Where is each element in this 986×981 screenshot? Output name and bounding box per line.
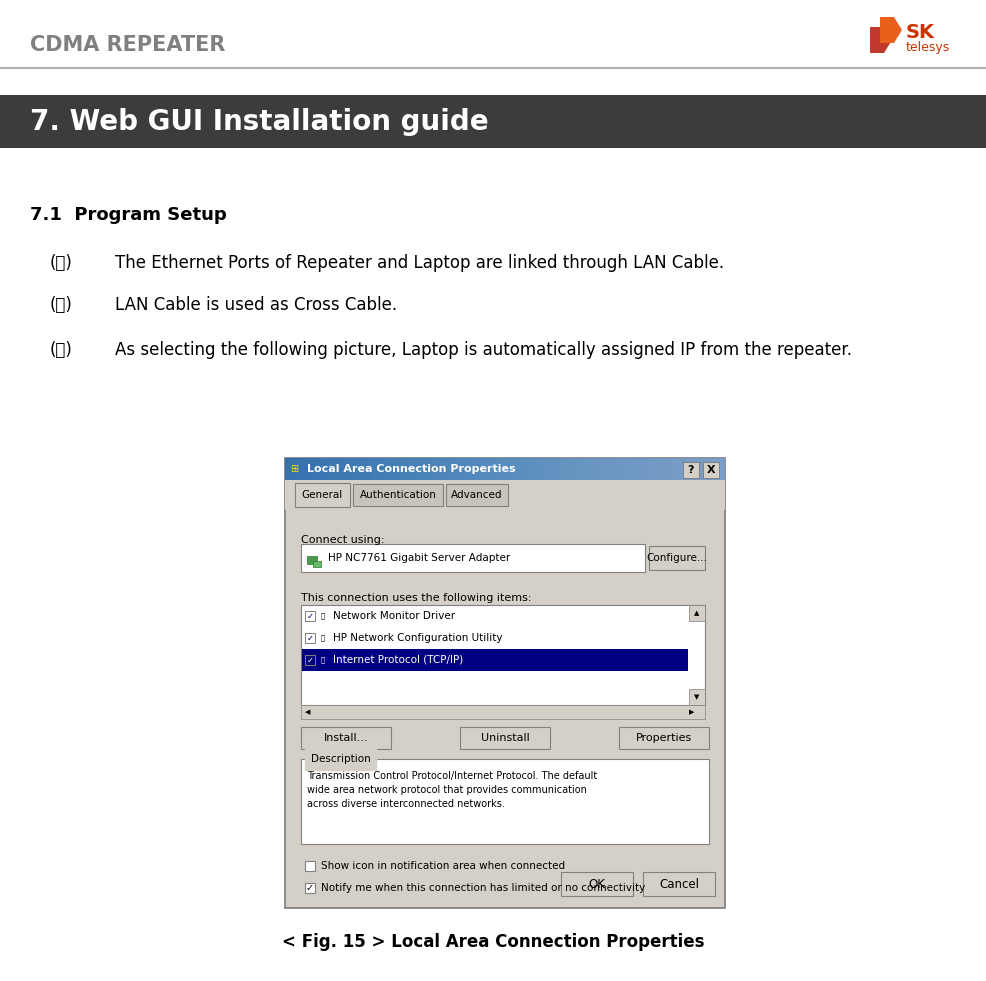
Text: Network Monitor Driver: Network Monitor Driver bbox=[333, 611, 456, 621]
Bar bbox=[353, 484, 443, 506]
Text: HP NC7761 Gigabit Server Adapter: HP NC7761 Gigabit Server Adapter bbox=[328, 553, 510, 563]
Text: X: X bbox=[707, 465, 715, 475]
Text: 🔗: 🔗 bbox=[321, 635, 325, 642]
Bar bbox=[305, 655, 315, 665]
Text: ✓: ✓ bbox=[307, 655, 314, 664]
Text: CDMA REPEATER: CDMA REPEATER bbox=[30, 35, 226, 55]
Text: SK: SK bbox=[906, 24, 935, 42]
Text: ?: ? bbox=[688, 465, 694, 475]
Text: HP Network Configuration Utility: HP Network Configuration Utility bbox=[333, 633, 503, 643]
Text: Uninstall: Uninstall bbox=[480, 733, 529, 743]
Text: ▼: ▼ bbox=[694, 694, 700, 700]
Bar bbox=[285, 458, 725, 908]
Bar bbox=[446, 484, 508, 506]
Bar bbox=[0, 95, 986, 148]
Bar bbox=[689, 689, 705, 705]
Text: As selecting the following picture, Laptop is automatically assigned IP from the: As selecting the following picture, Lapt… bbox=[115, 341, 852, 359]
Bar bbox=[305, 611, 315, 621]
Text: Notify me when this connection has limited or no connectivity: Notify me when this connection has limit… bbox=[321, 883, 645, 893]
Text: This connection uses the following items:: This connection uses the following items… bbox=[301, 593, 531, 603]
Text: OK: OK bbox=[589, 877, 605, 891]
Text: telesys: telesys bbox=[906, 40, 951, 54]
Bar bbox=[305, 633, 315, 643]
Text: 7.1  Program Setup: 7.1 Program Setup bbox=[30, 206, 227, 224]
Bar bbox=[313, 561, 321, 567]
Text: Show icon in notification area when connected: Show icon in notification area when conn… bbox=[321, 861, 565, 871]
Text: ⊞: ⊞ bbox=[290, 464, 298, 474]
Text: Cancel: Cancel bbox=[659, 877, 699, 891]
Bar bbox=[689, 605, 705, 621]
Bar bbox=[285, 458, 725, 480]
Text: Description: Description bbox=[311, 754, 371, 764]
Text: < Fig. 15 > Local Area Connection Properties: < Fig. 15 > Local Area Connection Proper… bbox=[282, 933, 704, 951]
Text: Transmission Control Protocol/Internet Protocol. The default
wide area network p: Transmission Control Protocol/Internet P… bbox=[307, 771, 598, 809]
Text: (３): (３) bbox=[50, 341, 73, 359]
Bar bbox=[561, 872, 633, 896]
Bar bbox=[301, 705, 705, 719]
Bar bbox=[643, 872, 715, 896]
Bar bbox=[285, 480, 725, 510]
Text: Local Area Connection Properties: Local Area Connection Properties bbox=[307, 464, 516, 474]
Text: (２): (２) bbox=[50, 296, 73, 314]
Polygon shape bbox=[870, 27, 892, 53]
Text: Install...: Install... bbox=[323, 733, 368, 743]
Text: Properties: Properties bbox=[636, 733, 692, 743]
Text: ✓: ✓ bbox=[307, 634, 314, 643]
Text: 🔗: 🔗 bbox=[321, 613, 325, 619]
Bar bbox=[619, 727, 709, 749]
Bar bbox=[307, 556, 317, 564]
Text: Advanced: Advanced bbox=[452, 490, 503, 500]
Bar bbox=[305, 861, 315, 871]
Polygon shape bbox=[880, 17, 902, 43]
Text: (１): (１) bbox=[50, 254, 73, 272]
Text: General: General bbox=[302, 490, 343, 500]
Text: 🔗: 🔗 bbox=[321, 656, 325, 663]
Bar bbox=[301, 605, 705, 705]
Text: ▲: ▲ bbox=[694, 610, 700, 616]
Text: LAN Cable is used as Cross Cable.: LAN Cable is used as Cross Cable. bbox=[115, 296, 397, 314]
Bar bbox=[305, 883, 315, 893]
Text: Authentication: Authentication bbox=[360, 490, 437, 500]
Bar bbox=[683, 462, 699, 478]
Bar bbox=[460, 727, 550, 749]
Bar bbox=[703, 462, 719, 478]
Text: ◀: ◀ bbox=[305, 709, 311, 715]
Text: ✓: ✓ bbox=[306, 884, 315, 894]
Bar bbox=[649, 546, 705, 570]
Bar bbox=[295, 483, 350, 507]
Text: Internet Protocol (TCP/IP): Internet Protocol (TCP/IP) bbox=[333, 655, 463, 665]
Text: 7. Web GUI Installation guide: 7. Web GUI Installation guide bbox=[30, 108, 489, 135]
Bar bbox=[301, 544, 645, 572]
Bar bbox=[301, 759, 709, 844]
Text: Connect using:: Connect using: bbox=[301, 535, 385, 545]
Bar bbox=[301, 727, 391, 749]
Text: Configure...: Configure... bbox=[647, 553, 708, 563]
Bar bbox=[302, 649, 688, 671]
Text: ▶: ▶ bbox=[689, 709, 694, 715]
Text: ✓: ✓ bbox=[307, 611, 314, 621]
Text: The Ethernet Ports of Repeater and Laptop are linked through LAN Cable.: The Ethernet Ports of Repeater and Lapto… bbox=[115, 254, 724, 272]
